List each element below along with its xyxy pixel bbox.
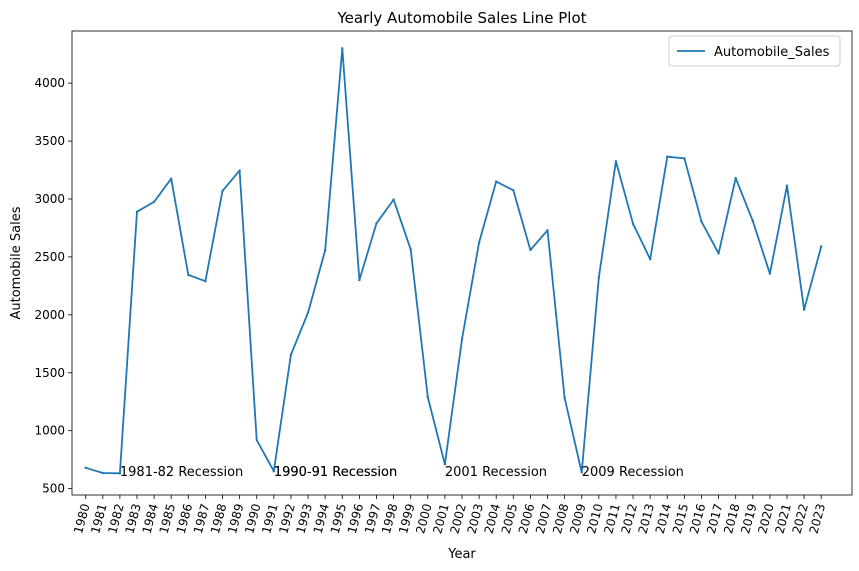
data-point xyxy=(580,471,583,474)
data-point xyxy=(392,198,395,201)
y-tick-label: 3000 xyxy=(34,192,65,206)
data-point xyxy=(477,241,481,244)
data-point xyxy=(341,47,344,50)
data-point xyxy=(101,471,104,475)
y-tick-label: 2000 xyxy=(34,308,65,322)
data-point xyxy=(375,222,378,225)
data-point xyxy=(358,278,361,282)
data-point xyxy=(563,396,566,399)
series-line-0 xyxy=(85,47,823,475)
data-point xyxy=(443,463,447,466)
data-point xyxy=(118,472,122,475)
y-axis-title: Automobile Sales xyxy=(9,206,24,319)
data-point xyxy=(187,273,190,277)
legend-label: Automobile_Sales xyxy=(714,45,830,60)
plot-area: 5001000150020002500300035004000198019811… xyxy=(34,30,853,535)
y-tick-label: 1000 xyxy=(34,424,65,438)
data-point xyxy=(460,337,464,341)
data-point xyxy=(648,258,652,261)
data-point xyxy=(221,189,224,193)
y-tick-label: 1500 xyxy=(34,366,65,380)
data-point xyxy=(546,229,549,232)
data-point xyxy=(495,180,498,183)
y-tick-label: 4000 xyxy=(34,76,65,90)
chart-title: Yearly Automobile Sales Line Plot xyxy=(336,9,586,27)
legend: Automobile_Sales xyxy=(668,35,841,67)
data-point xyxy=(683,157,686,160)
data-point xyxy=(751,219,754,223)
data-point xyxy=(255,438,258,442)
data-point xyxy=(238,169,241,172)
data-point xyxy=(152,200,156,204)
data-point xyxy=(135,210,139,213)
data-point xyxy=(272,470,276,473)
data-point xyxy=(409,248,412,251)
y-tick-label: 2500 xyxy=(34,250,65,264)
data-point xyxy=(820,245,823,248)
data-point xyxy=(734,176,737,180)
recession-annotation: 2001 Recession xyxy=(445,465,547,480)
data-point xyxy=(614,160,618,163)
data-point xyxy=(512,189,515,192)
data-point xyxy=(631,222,635,226)
data-point xyxy=(170,177,173,180)
data-point xyxy=(289,353,293,357)
data-point xyxy=(426,395,429,399)
recession-annotation: 1990-91 Recession xyxy=(274,465,397,480)
recession-annotation: 1981-82 Recession xyxy=(120,465,243,480)
data-point xyxy=(597,276,601,279)
data-point xyxy=(323,248,327,252)
x-axis-title: Year xyxy=(447,547,476,562)
data-point xyxy=(785,184,789,187)
data-point xyxy=(717,252,720,255)
data-point xyxy=(768,272,772,275)
recession-annotation: 2009 Recession xyxy=(582,465,684,480)
legend-box xyxy=(668,35,841,67)
data-point xyxy=(666,155,669,158)
data-point xyxy=(802,308,806,311)
data-point xyxy=(529,248,532,252)
data-point xyxy=(306,311,310,314)
y-tick-label: 3500 xyxy=(34,134,65,148)
data-point xyxy=(204,280,207,283)
y-tick-label: 500 xyxy=(42,482,65,496)
data-point xyxy=(84,466,87,469)
recession-annotation: 1990-91 Recession xyxy=(274,465,397,480)
data-point xyxy=(700,220,703,223)
